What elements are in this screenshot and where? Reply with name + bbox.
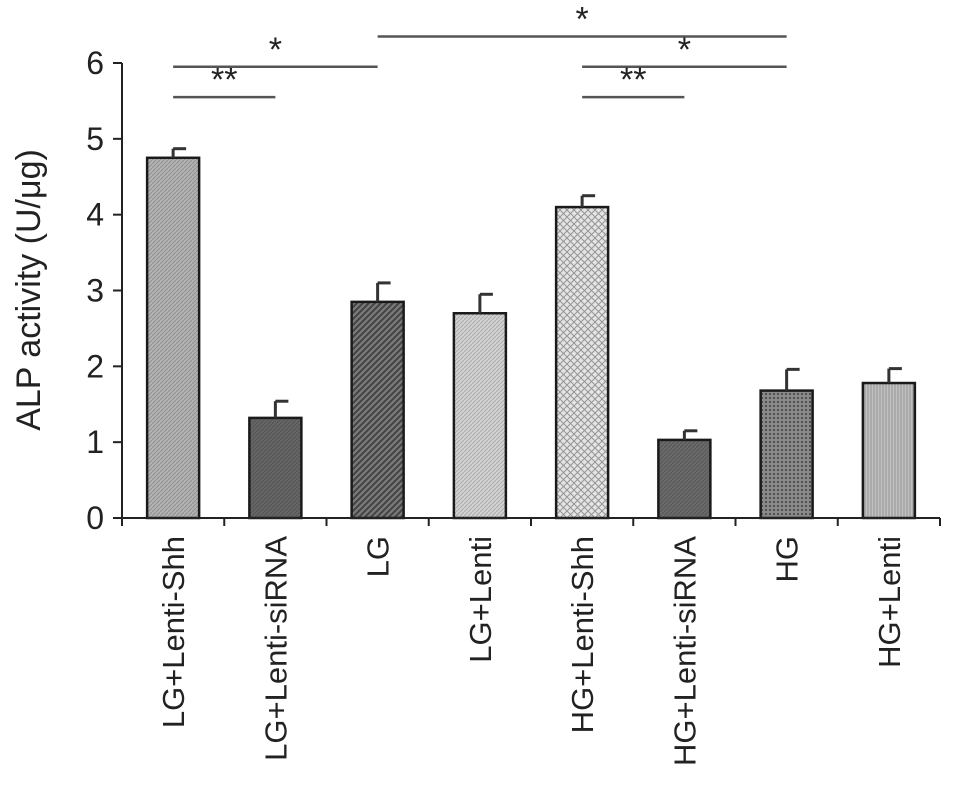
significance-label: * <box>269 31 282 69</box>
bars <box>147 149 915 518</box>
x-tick-label: HG+Lenti-siRNA <box>667 536 702 766</box>
bar-group <box>249 401 301 518</box>
bar-texture <box>863 383 915 518</box>
y-tick-label: 3 <box>86 273 104 309</box>
significance-brackets: ******* <box>173 0 787 99</box>
bar-texture <box>556 207 608 518</box>
x-axis-tick-labels: LG+Lenti-Shh LG+Lenti-siRNA LG LG+Lenti HG+L… <box>156 536 907 766</box>
y-tick-label: 0 <box>86 500 104 536</box>
y-tick-label: 2 <box>86 348 104 384</box>
significance-label: * <box>678 31 691 69</box>
bar-group <box>556 196 608 518</box>
y-axis-label: ALP activity (U/μg) <box>10 149 48 431</box>
bar-group <box>658 431 710 518</box>
bar-texture <box>147 158 199 518</box>
bar-texture <box>352 302 404 518</box>
bar-group <box>352 283 404 518</box>
x-tick-label: LG <box>361 536 396 577</box>
y-tick-label: 6 <box>86 45 104 81</box>
bar-group <box>863 369 915 518</box>
x-tick-label: LG+Lenti <box>463 536 498 663</box>
x-tick-label: LG+Lenti-siRNA <box>258 536 293 761</box>
bar-texture <box>658 440 710 518</box>
y-tick-label: 4 <box>86 197 104 233</box>
significance-label: ** <box>620 61 646 99</box>
bar-group <box>761 369 813 518</box>
bar-group <box>454 294 506 518</box>
y-tick-label: 1 <box>86 424 104 460</box>
bar-group <box>147 149 199 518</box>
x-tick-label: LG+Lenti-Shh <box>156 536 191 728</box>
bar-texture <box>761 391 813 518</box>
y-tick-label: 5 <box>86 121 104 157</box>
bar-texture <box>454 313 506 518</box>
bar-texture <box>249 418 301 518</box>
significance-label: * <box>576 0 589 38</box>
x-tick-label: HG <box>770 536 805 583</box>
x-tick-label: HG+Lenti-Shh <box>565 536 600 733</box>
x-tick-label: HG+Lenti <box>872 536 907 668</box>
